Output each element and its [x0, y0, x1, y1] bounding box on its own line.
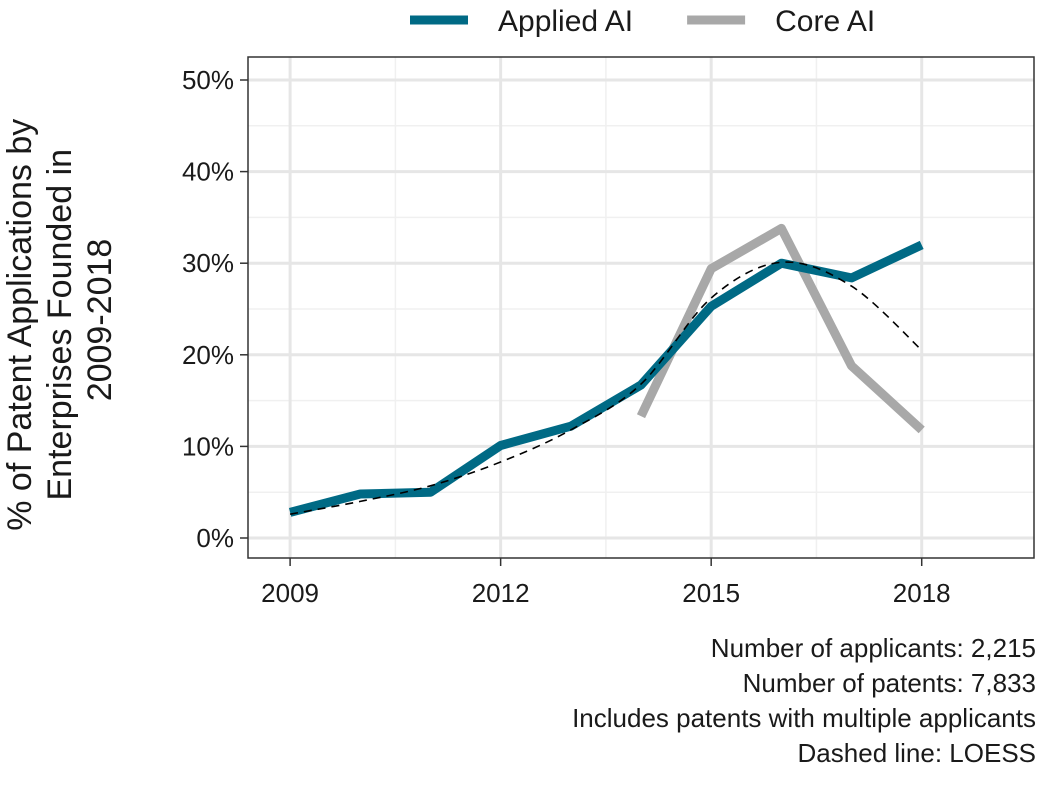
y-axis-label-line: 2009-2018: [81, 239, 119, 402]
y-axis-label: % of Patent Applications by Enterprises …: [1, 109, 119, 531]
x-tick-label: 2012: [472, 578, 530, 608]
x-axis: 2009 2012 2015 2018: [261, 558, 950, 608]
y-tick-label: 10%: [182, 431, 234, 461]
y-tick-label: 20%: [182, 340, 234, 370]
legend-label-applied-ai: Applied AI: [498, 5, 633, 38]
x-tick-label: 2009: [261, 578, 319, 608]
y-tick-label: 30%: [182, 248, 234, 278]
caption-applicants: Number of applicants: 2,215: [711, 633, 1036, 663]
y-tick-label: 0%: [196, 523, 234, 553]
legend: Applied AI Core AI: [410, 5, 875, 38]
legend-label-core-ai: Core AI: [775, 5, 875, 38]
caption-loess-note: Dashed line: LOESS: [798, 738, 1036, 768]
caption-multiple-applicants: Includes patents with multiple applicant…: [572, 703, 1036, 733]
y-axis-label-line: Enterprises Founded in: [41, 149, 79, 501]
y-axis-label-line: % of Patent Applications by: [1, 119, 39, 531]
y-tick-label: 50%: [182, 65, 234, 95]
caption-patents: Number of patents: 7,833: [743, 668, 1036, 698]
y-axis: 0% 10% 20% 30% 40% 50%: [182, 65, 248, 553]
x-tick-label: 2015: [682, 578, 740, 608]
x-tick-label: 2018: [893, 578, 951, 608]
caption: Number of applicants: 2,215 Number of pa…: [572, 633, 1036, 768]
y-tick-label: 40%: [182, 157, 234, 187]
plot-panel: [248, 57, 1034, 558]
